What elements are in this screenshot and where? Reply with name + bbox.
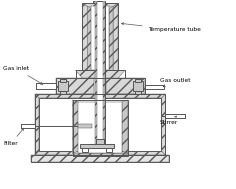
Bar [60,91,66,94]
Bar [94,78,106,94]
Bar [95,1,105,144]
Polygon shape [113,3,118,70]
Bar [80,144,114,148]
Bar [36,83,56,89]
Bar [82,148,88,152]
Text: Temperature tube: Temperature tube [122,23,201,32]
Bar [31,155,169,162]
Bar [35,94,165,155]
Polygon shape [35,94,165,98]
Polygon shape [95,1,97,144]
Text: Gas inlet: Gas inlet [3,66,43,84]
Bar [106,148,112,152]
Text: Filter: Filter [3,128,24,146]
Bar [93,1,99,5]
Bar [165,114,185,118]
Polygon shape [72,100,79,153]
Bar [135,79,141,82]
Text: Stirrer: Stirrer [160,116,178,125]
Polygon shape [103,1,105,144]
Polygon shape [161,94,165,155]
Bar [79,102,122,153]
Polygon shape [35,94,39,155]
Text: Gas outlet: Gas outlet [160,78,190,87]
Bar [31,155,169,162]
Polygon shape [122,100,128,153]
Bar [79,124,92,128]
Polygon shape [72,153,128,156]
Bar [91,6,109,70]
Polygon shape [87,6,91,70]
Bar [145,85,164,89]
Polygon shape [35,151,165,155]
Bar [58,81,67,91]
Polygon shape [109,6,113,70]
Bar [72,100,128,156]
Bar [21,124,35,128]
Bar [82,3,118,70]
Bar [133,81,143,91]
Bar [56,78,145,94]
Bar [60,79,66,82]
Polygon shape [82,3,87,70]
Polygon shape [82,3,118,6]
Bar [39,98,161,151]
Bar [96,139,104,144]
Bar [56,78,145,94]
Bar [135,91,141,94]
Polygon shape [76,70,125,78]
Bar [76,70,125,78]
